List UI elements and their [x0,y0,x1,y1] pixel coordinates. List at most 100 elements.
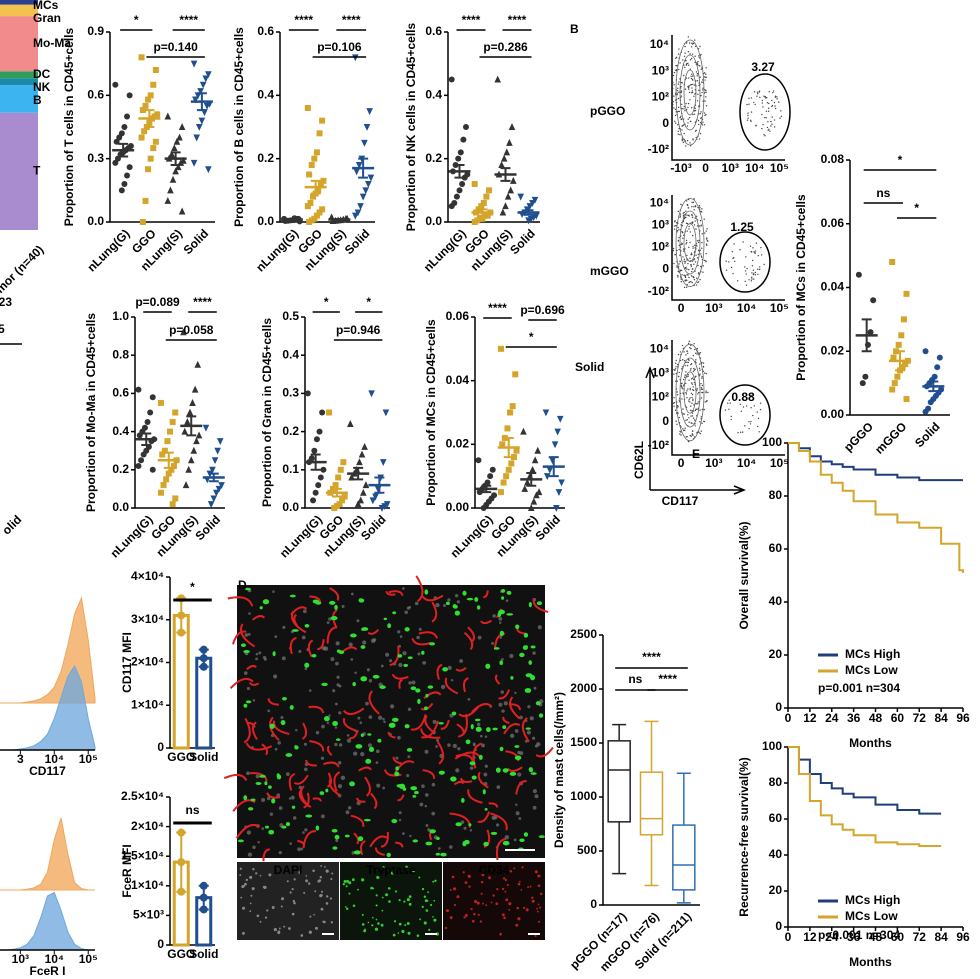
image-texture [423,921,427,925]
image-texture [393,920,397,923]
image-texture [438,770,445,775]
data-point [182,481,190,489]
flow-event [699,278,701,281]
flow-event [682,392,684,394]
flow-event [696,62,698,64]
image-texture [273,720,290,735]
data-point [168,150,176,158]
image-texture [292,816,297,820]
image-texture [398,678,403,689]
flow-event [684,376,686,378]
image-texture [495,767,501,773]
image-texture [383,617,388,621]
flow-event [673,95,675,97]
data-point [193,134,200,142]
flow-event [744,270,747,272]
image-texture [397,654,403,658]
image-texture [517,750,521,755]
flow-event [683,132,685,135]
data-point [461,174,468,181]
image-texture [342,883,345,886]
flow-event [694,220,696,222]
x-axis-label: Months [849,955,892,969]
image-texture [315,601,322,605]
image-texture [536,601,543,606]
image-texture [488,802,499,808]
flow-event [692,79,694,81]
x-tick-label: 10³ [12,952,29,966]
flow-event [697,60,699,63]
image-texture [281,656,286,661]
image-texture [496,785,501,789]
y-tick-label: 0.6 [257,24,274,38]
y-axis-label: Density of mast cells(/mm²) [552,692,566,848]
image-texture [381,896,384,899]
image-texture [402,587,405,590]
flow-event [698,89,700,92]
flow-event [683,217,686,220]
image-texture [382,866,385,869]
data-point [369,497,377,505]
flow-event [700,430,702,432]
flow-event [683,413,686,415]
data-point [144,419,151,426]
data-point [169,175,177,183]
flow-event [704,401,706,403]
data-point [870,297,877,304]
flow-event [768,107,770,110]
flow-event [725,269,728,271]
flow-event [745,256,747,258]
flow-event [690,435,692,437]
data-point [503,473,510,480]
flow-event [694,348,696,351]
image-texture [278,850,282,855]
data-point [499,208,507,216]
data-point [174,163,182,171]
flow-event [675,69,677,72]
image-texture [317,639,325,651]
image-texture [525,908,529,912]
image-texture [385,652,390,657]
image-texture [421,784,425,788]
data-point [178,123,186,130]
image-texture [433,918,437,922]
data-point [189,399,196,406]
data-point [184,418,191,426]
image-texture [388,722,396,728]
flow-event [678,110,680,113]
image-texture [419,918,422,921]
image-texture [244,882,247,886]
data-point [360,488,367,496]
data-point [453,193,460,200]
image-texture [504,835,510,840]
flow-event [702,79,704,81]
flow-event [703,259,706,262]
image-texture [398,922,402,926]
image-texture [372,638,377,642]
image-texture [280,720,286,726]
image-texture [258,651,262,655]
flow-event [680,434,682,436]
image-texture [337,761,342,765]
image-texture [449,889,452,891]
image-texture [265,825,269,829]
data-point [164,112,172,120]
image-texture [263,885,267,890]
data-point [903,396,910,403]
image-texture [232,630,247,645]
flow-event [691,213,693,216]
image-texture [407,656,413,660]
image-texture [261,798,266,803]
flow-event [700,386,703,389]
flow-event [693,381,696,384]
flow-event [678,229,680,231]
flow-event [696,245,698,247]
y-tick-label: 60 [769,541,783,555]
x-tick-label: 0 [785,930,792,944]
data-point [147,409,154,416]
image-texture [363,818,371,822]
sem-bar [481,484,492,494]
image-texture [429,903,433,907]
image-texture [422,769,436,779]
y-axis-label: Proportion of B cells in CD45+cells [232,27,246,227]
